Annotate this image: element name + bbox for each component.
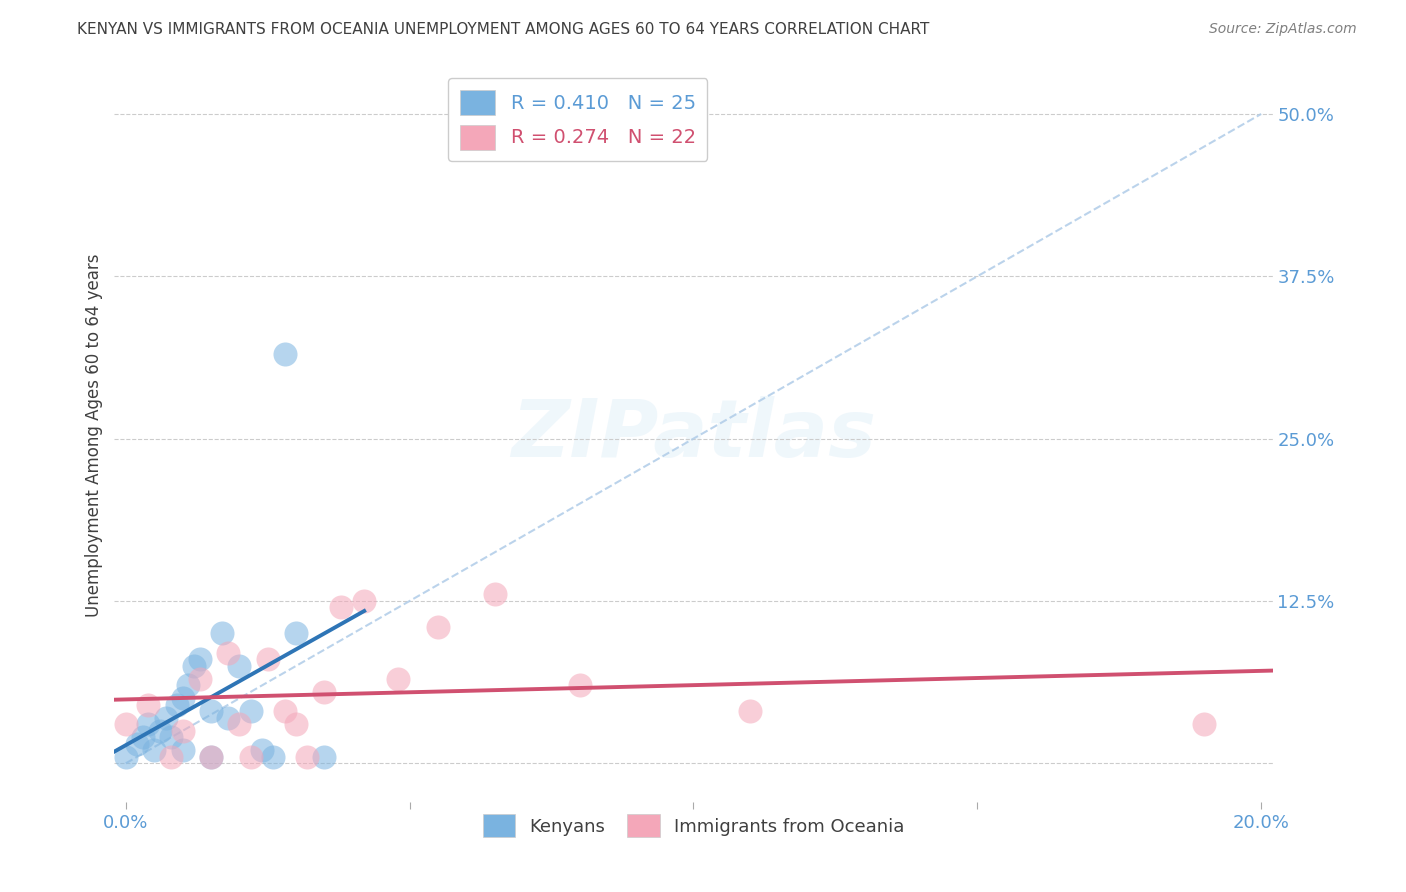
Point <box>285 626 308 640</box>
Point <box>200 704 222 718</box>
Point <box>387 672 409 686</box>
Point <box>228 659 250 673</box>
Point <box>160 749 183 764</box>
Point <box>250 743 273 757</box>
Point <box>314 749 336 764</box>
Point <box>172 723 194 738</box>
Point <box>177 678 200 692</box>
Point <box>353 594 375 608</box>
Point <box>172 743 194 757</box>
Point <box>274 704 297 718</box>
Point <box>297 749 319 764</box>
Point <box>155 711 177 725</box>
Point <box>239 704 262 718</box>
Point <box>127 737 149 751</box>
Point <box>132 731 155 745</box>
Point <box>149 723 172 738</box>
Point <box>188 652 211 666</box>
Point <box>217 646 239 660</box>
Point <box>274 347 297 361</box>
Point <box>183 659 205 673</box>
Point <box>188 672 211 686</box>
Text: ZIPatlas: ZIPatlas <box>510 396 876 475</box>
Point <box>138 717 160 731</box>
Point <box>239 749 262 764</box>
Point <box>200 749 222 764</box>
Point <box>138 698 160 712</box>
Y-axis label: Unemployment Among Ages 60 to 64 years: Unemployment Among Ages 60 to 64 years <box>86 253 103 617</box>
Point <box>200 749 222 764</box>
Point <box>160 731 183 745</box>
Point <box>211 626 233 640</box>
Legend: Kenyans, Immigrants from Oceania: Kenyans, Immigrants from Oceania <box>475 807 911 845</box>
Point <box>114 717 136 731</box>
Point <box>143 743 166 757</box>
Text: KENYAN VS IMMIGRANTS FROM OCEANIA UNEMPLOYMENT AMONG AGES 60 TO 64 YEARS CORRELA: KENYAN VS IMMIGRANTS FROM OCEANIA UNEMPL… <box>77 22 929 37</box>
Point <box>740 704 762 718</box>
Point <box>568 678 591 692</box>
Point <box>256 652 278 666</box>
Point <box>285 717 308 731</box>
Point <box>114 749 136 764</box>
Point <box>166 698 188 712</box>
Point <box>314 685 336 699</box>
Point <box>427 620 450 634</box>
Point <box>172 691 194 706</box>
Point <box>228 717 250 731</box>
Point <box>330 600 353 615</box>
Point <box>1194 717 1216 731</box>
Point <box>217 711 239 725</box>
Point <box>262 749 284 764</box>
Text: Source: ZipAtlas.com: Source: ZipAtlas.com <box>1209 22 1357 37</box>
Point <box>484 587 506 601</box>
